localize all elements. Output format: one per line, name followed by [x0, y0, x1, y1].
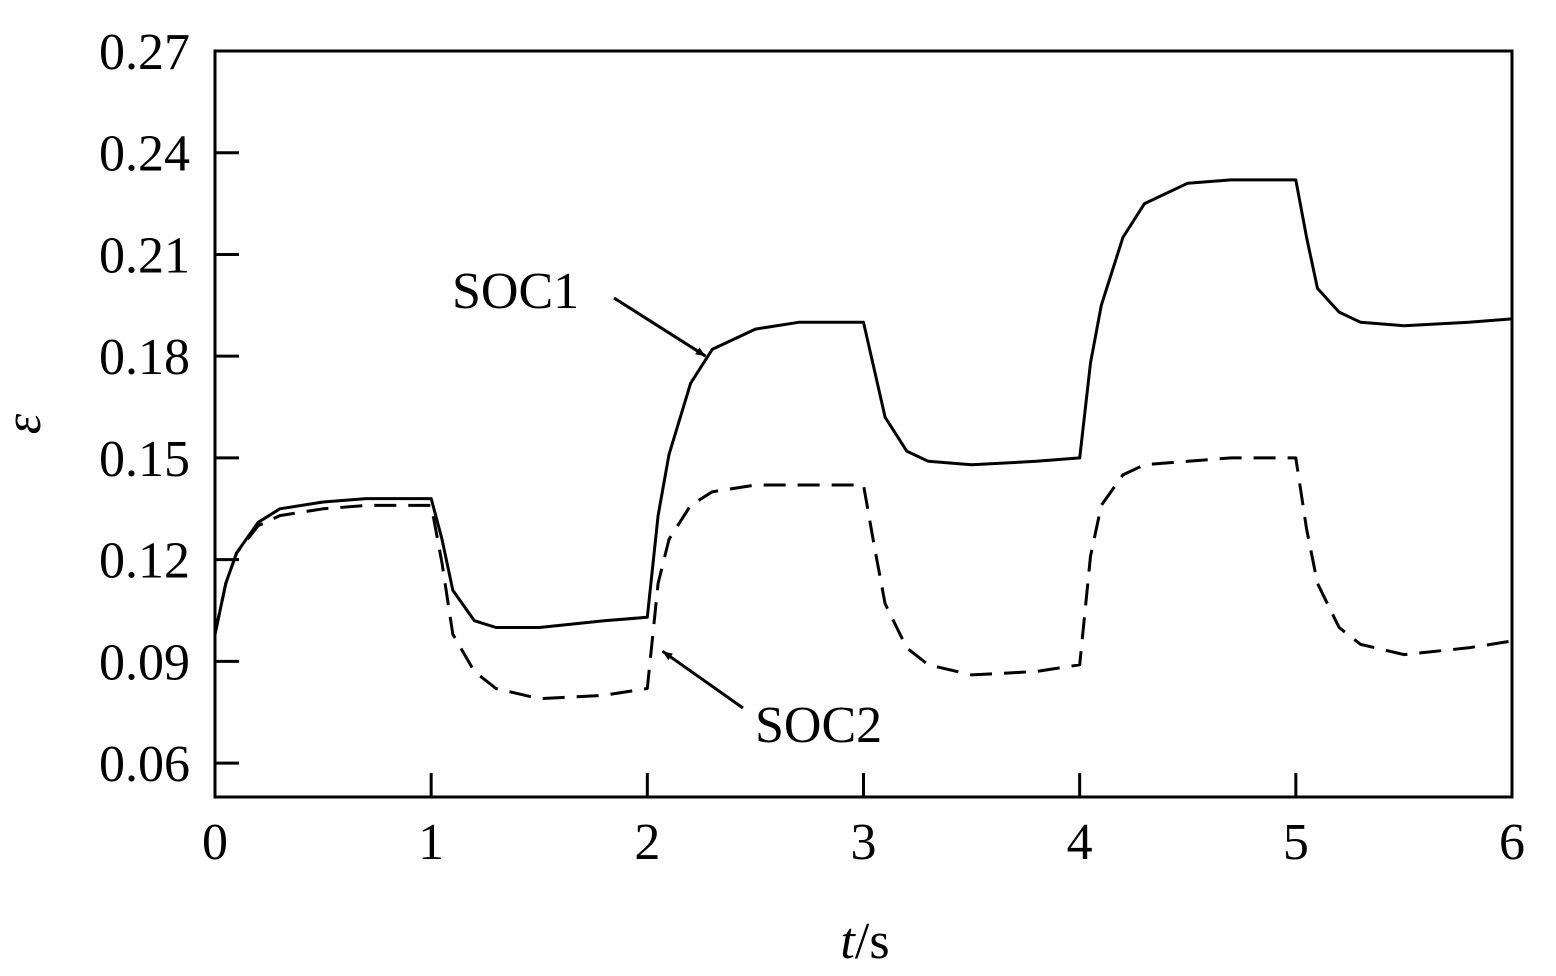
x-tick-label: 4 — [1067, 814, 1093, 871]
series-line-soc1 — [213, 178, 1513, 635]
y-tick-label: 0.09 — [99, 634, 190, 691]
annotation-label-soc1: SOC1 — [452, 263, 579, 320]
series-line-soc2 — [213, 456, 1513, 701]
y-tick-label: 0.12 — [99, 533, 190, 590]
y-tick-label: 0.21 — [99, 227, 190, 284]
y-tick-labels: 0.06 0.09 0.12 0.15 0.18 0.21 0.24 0.27 — [99, 24, 190, 793]
x-tick-label: 3 — [851, 814, 877, 871]
x-tick-label: 2 — [634, 814, 660, 871]
x-tick-label: 0 — [202, 814, 228, 871]
x-axis-title-italic: t — [840, 913, 856, 970]
annotation-label-soc2: SOC2 — [755, 697, 882, 754]
x-axis-title: t/s — [840, 913, 889, 970]
annotation-layer: SOC1 SOC2 — [452, 263, 882, 754]
y-tick-label: 0.24 — [99, 126, 190, 183]
plot-frame — [213, 49, 1514, 799]
x-axis-title-unit: /s — [855, 913, 890, 970]
y-tick-label: 0.27 — [99, 24, 190, 81]
x-tick-label: 6 — [1499, 814, 1525, 871]
x-tick-label: 1 — [418, 814, 444, 871]
y-tick-label: 0.18 — [99, 329, 190, 386]
y-tick-label: 0.06 — [99, 736, 190, 793]
y-axis-title: ε — [0, 413, 52, 434]
y-tick-label: 0.15 — [99, 431, 190, 488]
ticks-layer — [213, 49, 1514, 797]
annotation-arrow-soc2 — [661, 649, 744, 710]
x-tick-label: 5 — [1283, 814, 1309, 871]
series-layer — [213, 178, 1513, 701]
annotation-arrow-soc1 — [613, 296, 707, 358]
x-tick-labels: 0 1 2 3 4 5 6 — [202, 814, 1525, 871]
